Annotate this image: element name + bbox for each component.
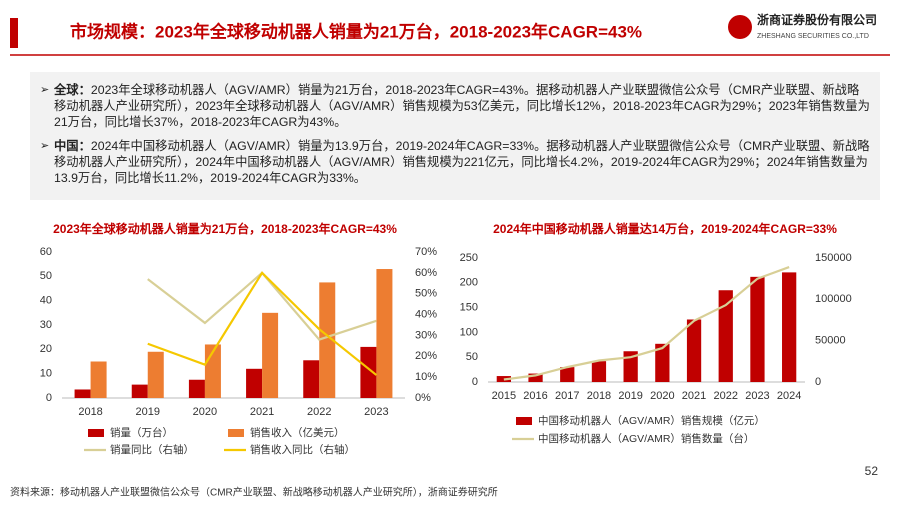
x-tick-label: 2022 bbox=[307, 406, 331, 418]
bar bbox=[528, 373, 543, 382]
legend-swatch bbox=[228, 429, 244, 437]
x-tick-label: 2024 bbox=[777, 390, 801, 402]
bar bbox=[591, 361, 607, 382]
x-tick-label: 2020 bbox=[650, 390, 674, 402]
bar bbox=[718, 290, 733, 382]
line bbox=[503, 266, 790, 381]
bar bbox=[303, 360, 320, 398]
bullet-text: 2024年中国移动机器人（AGV/AMR）销量为13.9万台，2019-2024… bbox=[54, 139, 870, 185]
line bbox=[147, 271, 377, 341]
y-tick-label: 100 bbox=[460, 326, 478, 338]
bar bbox=[147, 351, 164, 398]
y2-tick-label: 60% bbox=[415, 267, 437, 279]
line bbox=[147, 271, 378, 376]
page-number: 52 bbox=[865, 464, 879, 478]
y2-tick-label: 50% bbox=[415, 288, 437, 300]
x-tick-label: 2022 bbox=[714, 390, 738, 402]
y2-tick-label: 50000 bbox=[815, 335, 846, 347]
y2-tick-label: 10% bbox=[415, 371, 437, 383]
y2-tick-label: 70% bbox=[415, 246, 437, 258]
bar bbox=[90, 361, 107, 398]
bullet-label: 中国： bbox=[54, 139, 91, 153]
source: 资料来源：移动机器人产业联盟微信公众号（CMR产业联盟、新战略移动机器人产业研究… bbox=[10, 486, 498, 499]
chart-title: 2023年全球移动机器人销量为21万台，2018-2023年CAGR=43% bbox=[53, 221, 397, 236]
y-tick-label: 50 bbox=[40, 270, 52, 282]
bar bbox=[319, 282, 336, 398]
y-tick-label: 0 bbox=[46, 392, 52, 404]
legend-label: 销售收入（亿美元） bbox=[250, 426, 345, 439]
bullet-text: 2023年全球移动机器人（AGV/AMR）销量为21万台，2018-2023年C… bbox=[54, 83, 870, 129]
legend-swatch bbox=[516, 417, 532, 425]
x-tick-label: 2023 bbox=[745, 390, 769, 402]
x-tick-label: 2019 bbox=[136, 406, 160, 418]
legend-label: 中国移动机器人（AGV/AMR）销售数量（台） bbox=[538, 432, 754, 445]
x-tick-label: 2017 bbox=[555, 390, 579, 402]
legend-label: 中国移动机器人（AGV/AMR）销售规模（亿元） bbox=[538, 414, 765, 427]
bar bbox=[376, 269, 393, 398]
bullet-label: 全球： bbox=[54, 83, 91, 97]
bar bbox=[188, 379, 205, 398]
slide-title: 市场规模：2023年全球移动机器人销量为21万台，2018-2023年CAGR=… bbox=[70, 21, 642, 41]
bar bbox=[623, 351, 638, 382]
x-tick-label: 2018 bbox=[78, 406, 102, 418]
legend-label: 销售收入同比（右轴） bbox=[250, 443, 355, 456]
bar bbox=[655, 343, 670, 382]
bar bbox=[74, 389, 91, 398]
y-tick-label: 200 bbox=[460, 277, 478, 289]
logo-mark bbox=[728, 15, 752, 39]
x-tick-label: 2019 bbox=[618, 390, 642, 402]
x-tick-label: 2021 bbox=[682, 390, 706, 402]
bar bbox=[686, 319, 702, 382]
y-tick-label: 20 bbox=[40, 343, 52, 355]
y-tick-label: 30 bbox=[40, 319, 52, 331]
x-tick-label: 2016 bbox=[523, 390, 547, 402]
y-tick-label: 40 bbox=[40, 295, 52, 307]
logo-cn: 浙商证券股份有限公司 bbox=[757, 12, 877, 27]
bullet: 中国：2024年中国移动机器人（AGV/AMR）销量为13.9万台，2019-2… bbox=[40, 138, 870, 186]
x-tick-label: 2020 bbox=[193, 406, 217, 418]
logo-en: ZHESHANG SECURITIES CO.,LTD bbox=[757, 33, 869, 40]
y-tick-label: 60 bbox=[40, 246, 52, 258]
legend-label: 销量同比（右轴） bbox=[110, 443, 194, 456]
y-tick-label: 10 bbox=[40, 368, 52, 380]
bar bbox=[131, 384, 148, 398]
bar bbox=[360, 346, 377, 398]
y2-tick-label: 20% bbox=[415, 350, 437, 362]
bar bbox=[262, 312, 279, 398]
y2-tick-label: 0% bbox=[415, 392, 431, 404]
y2-tick-label: 150000 bbox=[815, 252, 852, 264]
y-tick-label: 250 bbox=[460, 252, 478, 264]
y-tick-label: 0 bbox=[472, 376, 478, 388]
x-tick-label: 2015 bbox=[492, 390, 516, 402]
x-tick-label: 2021 bbox=[250, 406, 274, 418]
y-tick-label: 150 bbox=[460, 302, 478, 314]
x-tick-label: 2018 bbox=[587, 390, 611, 402]
bar bbox=[782, 272, 797, 382]
y-tick-label: 50 bbox=[466, 351, 478, 363]
accent-bar bbox=[10, 18, 18, 48]
legend-label: 销量（万台） bbox=[110, 426, 173, 439]
bar bbox=[246, 368, 263, 398]
bar bbox=[750, 276, 765, 382]
bar bbox=[560, 367, 575, 382]
x-tick-label: 2023 bbox=[364, 406, 388, 418]
y2-tick-label: 100000 bbox=[815, 293, 852, 305]
legend-swatch bbox=[88, 429, 104, 437]
chart-title: 2024年中国移动机器人销量达14万台，2019-2024年CAGR=33% bbox=[493, 221, 837, 236]
y2-tick-label: 0 bbox=[815, 376, 821, 388]
bullet-box: 全球：2023年全球移动机器人（AGV/AMR）销量为21万台，2018-202… bbox=[30, 72, 880, 200]
bullet: 全球：2023年全球移动机器人（AGV/AMR）销量为21万台，2018-202… bbox=[40, 82, 870, 130]
y2-tick-label: 30% bbox=[415, 329, 437, 341]
y2-tick-label: 40% bbox=[415, 308, 437, 320]
